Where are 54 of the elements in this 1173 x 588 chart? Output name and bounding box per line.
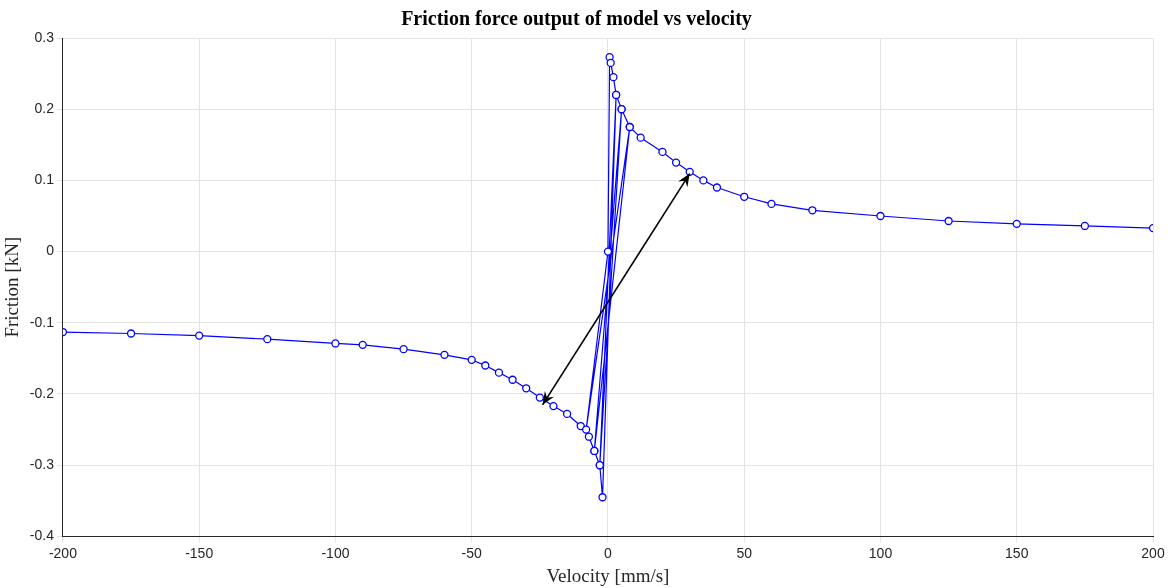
point (126, 329, 136, 338)
y-tick-label: -0.1 (29, 313, 55, 330)
point (1012, 219, 1021, 228)
point (808, 206, 817, 215)
point (699, 176, 708, 185)
point (1080, 221, 1090, 231)
x-tick-label: 150 (1005, 544, 1029, 561)
point (331, 339, 340, 348)
x-tick-label: -200 (48, 544, 78, 561)
x-axis-title: Velocity [mm/s] (546, 564, 670, 586)
point (609, 73, 618, 82)
point (562, 409, 572, 419)
point (740, 192, 749, 201)
point (584, 432, 594, 441)
point (712, 183, 722, 192)
point (658, 147, 667, 157)
chart-title: Friction force output of model vs velocity (401, 7, 752, 31)
y-tick-label: -0.4 (29, 527, 55, 544)
point (636, 133, 645, 142)
point (195, 331, 204, 340)
x-tick-label: -100 (321, 544, 350, 561)
point (494, 368, 504, 377)
point (598, 493, 607, 502)
point (399, 344, 408, 354)
point (582, 425, 591, 434)
point (535, 393, 544, 402)
point (671, 158, 681, 167)
x-tick-label: -150 (185, 544, 214, 561)
y-tick-label: -0.3 (29, 456, 55, 473)
point (944, 216, 953, 226)
y-axis-title: Friction [kN] (1, 236, 23, 338)
point (876, 211, 885, 221)
point (606, 58, 615, 68)
y-tick-label: 0.2 (34, 100, 55, 117)
point (508, 375, 517, 384)
x-tick-label: 0 (604, 544, 613, 561)
x-tick-label: 100 (868, 544, 893, 561)
point (522, 384, 531, 393)
x-tick-label: 200 (1141, 544, 1165, 561)
x-tick-label: 50 (736, 544, 753, 561)
point (263, 335, 272, 344)
point (467, 355, 476, 364)
point (440, 350, 449, 359)
point (358, 340, 367, 350)
point (685, 167, 694, 177)
point (767, 199, 776, 209)
point (603, 247, 613, 256)
point (481, 361, 490, 370)
y-tick-label: 0.1 (34, 171, 55, 188)
y-tick-label: -0.2 (29, 384, 55, 401)
y-tick-label: 0.3 (34, 28, 55, 45)
y-tick-label: 0 (46, 242, 55, 259)
point (549, 401, 558, 411)
x-tick-label: -50 (461, 544, 483, 561)
